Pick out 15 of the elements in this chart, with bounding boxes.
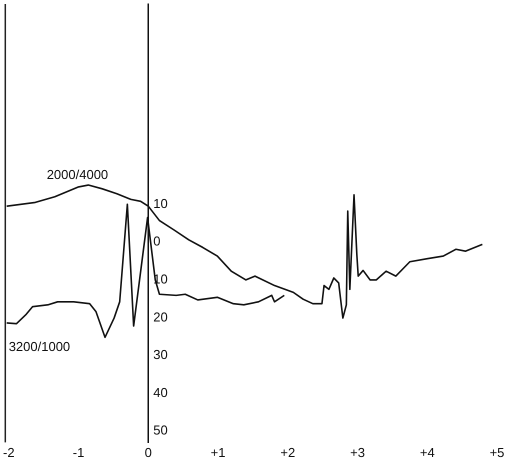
- y-tick-label: 0: [153, 234, 161, 249]
- y-tick-label: 40: [153, 384, 168, 400]
- y-tick-label: 50: [153, 422, 168, 438]
- x-tick-label: +4: [420, 444, 435, 460]
- y-tick-label: 30: [153, 347, 168, 362]
- y-tick-label: 20: [153, 309, 168, 324]
- series-label: 2000/4000: [46, 167, 108, 182]
- x-tick-label: +2: [280, 444, 296, 460]
- x-tick-label: -2: [3, 444, 15, 460]
- series-label: 3200/1000: [8, 339, 70, 354]
- x-tick-label: -1: [72, 444, 84, 460]
- x-tick-label: +1: [210, 444, 226, 460]
- x-tick-label: +5: [490, 444, 504, 460]
- x-tick-label: +3: [350, 444, 365, 460]
- y-tick-label: 10: [153, 196, 168, 211]
